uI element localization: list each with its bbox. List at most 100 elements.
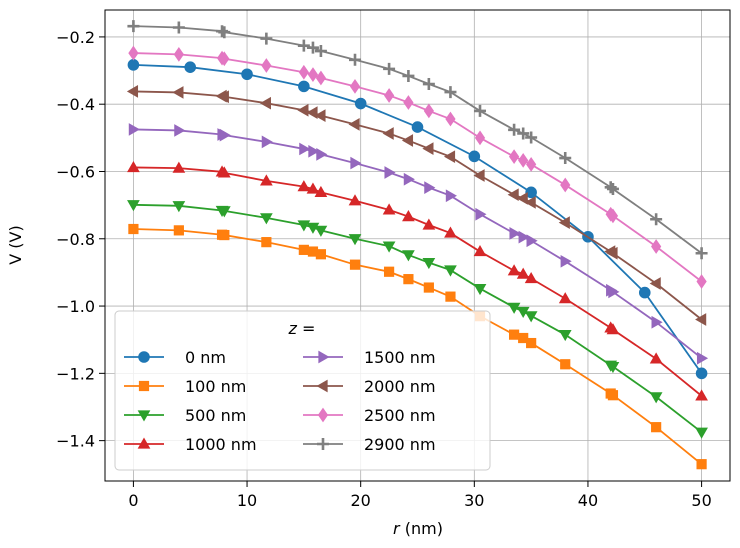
data-point	[306, 222, 320, 234]
data-point	[383, 62, 396, 75]
legend-entry: 0 nm	[124, 348, 226, 367]
data-point	[411, 121, 424, 133]
data-point	[518, 153, 529, 168]
data-point	[526, 234, 538, 248]
data-point	[349, 259, 361, 270]
data-point	[444, 86, 457, 99]
y-tick-label: −0.2	[56, 28, 95, 47]
data-point	[606, 182, 619, 195]
data-point	[558, 292, 572, 304]
data-point	[443, 150, 456, 164]
legend-label: 100 nm	[185, 377, 246, 396]
data-point	[649, 392, 663, 404]
data-point	[348, 234, 362, 246]
data-point	[219, 229, 230, 241]
series-2	[127, 200, 708, 439]
data-point	[608, 285, 620, 299]
data-point	[650, 213, 663, 226]
data-point	[174, 124, 186, 137]
data-point	[526, 337, 537, 349]
x-tick-label: 20	[351, 491, 371, 510]
data-point	[172, 86, 184, 99]
legend-marker	[316, 379, 328, 393]
data-point	[218, 26, 231, 39]
data-point	[127, 200, 140, 212]
data-point	[560, 359, 571, 370]
data-point	[127, 20, 140, 33]
data-point	[423, 103, 434, 119]
series-4	[128, 123, 709, 365]
data-point	[260, 213, 273, 225]
y-tick-label: −0.8	[56, 230, 95, 249]
x-tick-label: 40	[578, 491, 598, 510]
data-point	[219, 51, 230, 67]
data-point	[297, 39, 310, 52]
data-point	[297, 220, 311, 232]
data-point	[402, 69, 415, 82]
data-point	[314, 225, 328, 237]
legend-box	[114, 310, 491, 471]
data-point	[306, 41, 319, 54]
data-point	[509, 227, 521, 240]
data-point	[695, 367, 708, 380]
data-point	[261, 237, 272, 248]
data-point	[424, 181, 436, 194]
legend-label: 2500 nm	[364, 406, 436, 425]
data-point	[607, 208, 619, 224]
legend-label: 2900 nm	[364, 435, 436, 454]
legend-label: 1000 nm	[185, 435, 257, 454]
data-point	[524, 271, 538, 284]
data-point	[422, 142, 434, 155]
legend-label: 1500 nm	[364, 348, 436, 367]
data-point	[297, 103, 309, 117]
data-point	[217, 166, 231, 178]
series-3	[127, 160, 708, 401]
data-point	[695, 389, 708, 401]
data-point	[315, 70, 327, 86]
data-point	[128, 123, 140, 136]
data-point	[314, 185, 328, 197]
legend-marker	[317, 407, 329, 423]
data-point	[422, 218, 436, 230]
data-point	[298, 80, 310, 93]
data-point	[444, 226, 457, 238]
data-point	[517, 127, 530, 140]
data-point	[606, 361, 620, 374]
series-1	[128, 223, 707, 470]
x-axis-label: r (nm)	[393, 519, 443, 538]
axis-ticks: 0 10 20 30 40 50 −0.2 −0.4 −0.6 −0.8 −1.0 −1.2 −1.4	[56, 28, 712, 510]
data-point	[525, 186, 537, 199]
data-point	[559, 152, 572, 165]
data-point	[349, 78, 361, 94]
legend-entry: 2500 nm	[303, 406, 436, 425]
data-point	[184, 61, 197, 73]
series-5	[126, 85, 707, 326]
data-point	[384, 166, 396, 179]
legend: z = 0 nm 100 nm 500 nm 1000 nm 1500 nm 2000 n…	[114, 310, 491, 471]
data-point	[518, 230, 530, 244]
x-tick-label: 50	[691, 491, 711, 510]
data-point	[445, 291, 456, 302]
data-point	[604, 181, 617, 194]
data-point	[508, 149, 520, 165]
legend-marker	[138, 380, 150, 392]
data-point	[307, 67, 319, 82]
data-point	[217, 206, 231, 218]
data-point	[354, 97, 367, 110]
data-point	[695, 427, 708, 439]
data-point	[524, 311, 538, 323]
legend-entry: 1000 nm	[124, 435, 257, 454]
y-axis-label: V (V)	[6, 225, 25, 264]
data-point	[127, 160, 140, 173]
legend-entry: 2900 nm	[303, 435, 436, 454]
data-point	[695, 313, 707, 326]
data-point	[299, 142, 311, 156]
legend-label: 0 nm	[185, 348, 226, 367]
data-point	[606, 246, 618, 260]
data-point	[525, 131, 538, 144]
data-point	[560, 177, 571, 193]
data-point	[128, 223, 139, 235]
data-point	[422, 258, 436, 270]
data-point	[473, 169, 485, 182]
y-tick-label: −1.4	[56, 432, 95, 451]
